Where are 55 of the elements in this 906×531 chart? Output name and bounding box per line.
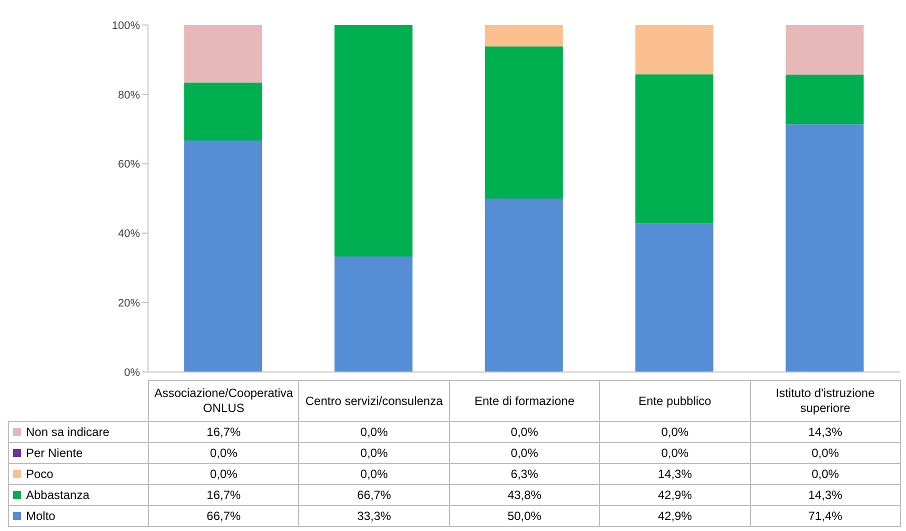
data-label: 0,0% [298,464,450,484]
bar [334,256,412,372]
data-label: 14,3% [750,422,900,442]
data-label: 0,0% [148,442,299,464]
data-label: 0,0% [449,442,600,464]
data-label: 0,0% [298,422,450,442]
bar [484,46,563,198]
bar [635,25,714,74]
x-tick-label: Istituto d'istruzione superiore [750,380,900,422]
data-label: 66,7% [148,506,299,526]
data-label: 6,3% [449,464,600,484]
legend-label: Molto [8,506,148,526]
data-label: 14,3% [600,464,750,484]
y-tick-label: 40% [118,228,140,240]
data-label: 50,0% [449,506,600,526]
bar [184,140,262,372]
data-label: 0,0% [600,442,750,464]
data-label: 0,0% [298,442,450,464]
bar [635,74,714,224]
data-label: 43,8% [449,484,600,506]
bar [484,198,563,372]
data-label: 0,0% [600,422,750,442]
legend-label: Non sa indicare [8,422,148,442]
data-label: 16,7% [148,422,299,442]
x-tick-label: Ente pubblico [600,380,750,422]
y-tick-label: 0% [124,366,140,379]
x-tick-label: Ente di formazione [449,380,600,422]
data-label: 0,0% [148,464,299,484]
bar [184,25,262,83]
data-label: 71,4% [750,506,900,526]
legend-label: Per Niente [8,442,148,464]
bar [635,223,714,372]
data-label: 0,0% [750,464,900,484]
y-tick-label: 80% [118,89,140,102]
data-label: 0,0% [750,442,900,464]
bar [786,74,864,124]
x-tick-label: Centro servizi/consulenza [298,380,450,422]
data-label: 16,7% [148,484,299,506]
y-tick-label: 60% [118,158,140,171]
data-label: 33,3% [298,506,450,526]
bar [184,82,262,141]
bar [484,25,563,47]
bar [786,124,864,372]
data-label: 42,9% [600,484,750,506]
legend-label: Poco [8,464,148,484]
x-tick-label: Associazione/Cooperativa ONLUS [148,380,299,422]
bar [786,25,864,75]
y-tick-label: 20% [118,298,140,310]
legend-label: Abbastanza [8,484,148,506]
data-label: 14,3% [750,484,900,506]
data-label: 66,7% [298,484,450,506]
y-tick-label: 100% [112,20,140,32]
data-label: 0,0% [449,422,600,442]
bar [334,25,412,256]
data-label: 42,9% [600,506,750,526]
